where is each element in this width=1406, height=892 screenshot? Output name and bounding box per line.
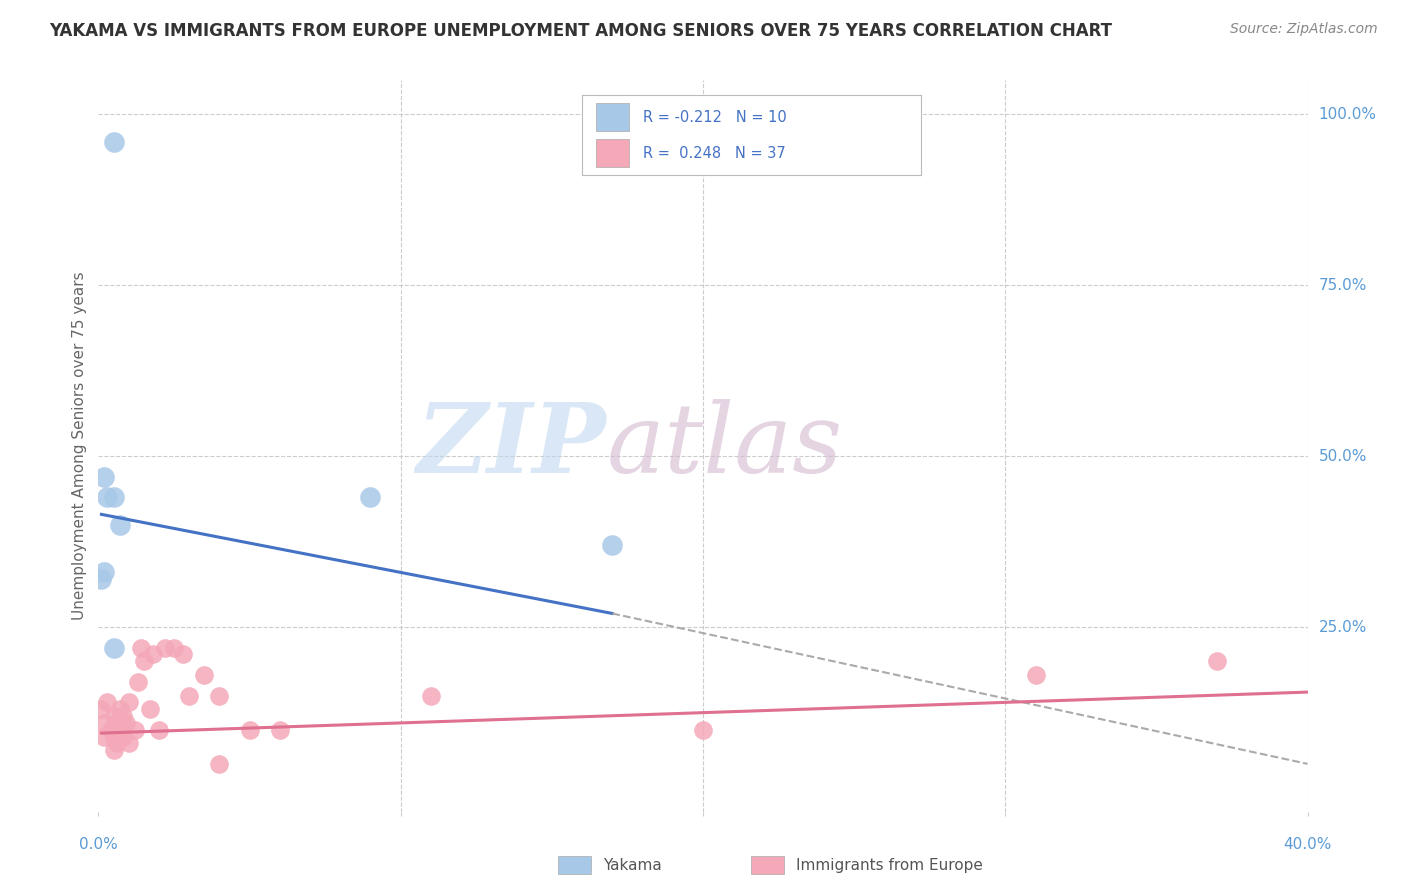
Point [139,702,162,716]
Point [103,490,125,504]
Point [129,640,152,655]
Point [148,723,170,737]
Point [208,689,231,703]
Point [105,736,128,750]
Text: 25.0%: 25.0% [1319,620,1367,634]
Point [114,715,136,730]
Point [118,736,141,750]
Point [90,572,112,586]
Bar [558,855,591,874]
Bar [751,855,785,874]
Point [103,709,125,723]
Point [96,490,118,504]
Point [111,730,134,744]
Point [239,723,262,737]
Y-axis label: Unemployment Among Seniors over 75 years: Unemployment Among Seniors over 75 years [72,272,87,620]
Point [90,702,112,716]
Text: 75.0%: 75.0% [1319,277,1367,293]
Point [124,723,146,737]
Point [172,648,194,662]
Point [602,538,624,552]
Point [93,566,115,580]
Text: Immigrants from Europe: Immigrants from Europe [796,857,983,872]
Point [105,715,128,730]
Text: YAKAMA VS IMMIGRANTS FROM EUROPE UNEMPLOYMENT AMONG SENIORS OVER 75 YEARS CORREL: YAKAMA VS IMMIGRANTS FROM EUROPE UNEMPLO… [49,22,1112,40]
Text: 0.0%: 0.0% [79,837,118,852]
Point [692,723,714,737]
Point [93,730,115,744]
Point [108,702,131,716]
Point [100,723,122,737]
Point [127,674,149,689]
Point [419,689,441,703]
Point [142,648,165,662]
Point [177,689,201,703]
Point [269,723,291,737]
Point [118,695,141,709]
Text: ZIP: ZIP [416,399,606,493]
Point [360,490,382,504]
Point [93,469,115,483]
Point [163,640,186,655]
Point [1024,668,1046,682]
Point [96,695,118,709]
Point [103,640,125,655]
Point [103,743,125,757]
Point [208,756,231,771]
Point [1206,654,1229,668]
Point [111,709,134,723]
Text: 50.0%: 50.0% [1319,449,1367,464]
Point [103,135,125,149]
Point [108,517,131,532]
Text: Source: ZipAtlas.com: Source: ZipAtlas.com [1230,22,1378,37]
Text: 100.0%: 100.0% [1319,107,1376,122]
Text: atlas: atlas [606,399,842,493]
Point [108,723,131,737]
Point [193,668,215,682]
Point [103,730,125,744]
Text: Yakama: Yakama [603,857,661,872]
Point [132,654,155,668]
Point [153,640,176,655]
Point [93,715,115,730]
Text: 40.0%: 40.0% [1284,837,1331,852]
